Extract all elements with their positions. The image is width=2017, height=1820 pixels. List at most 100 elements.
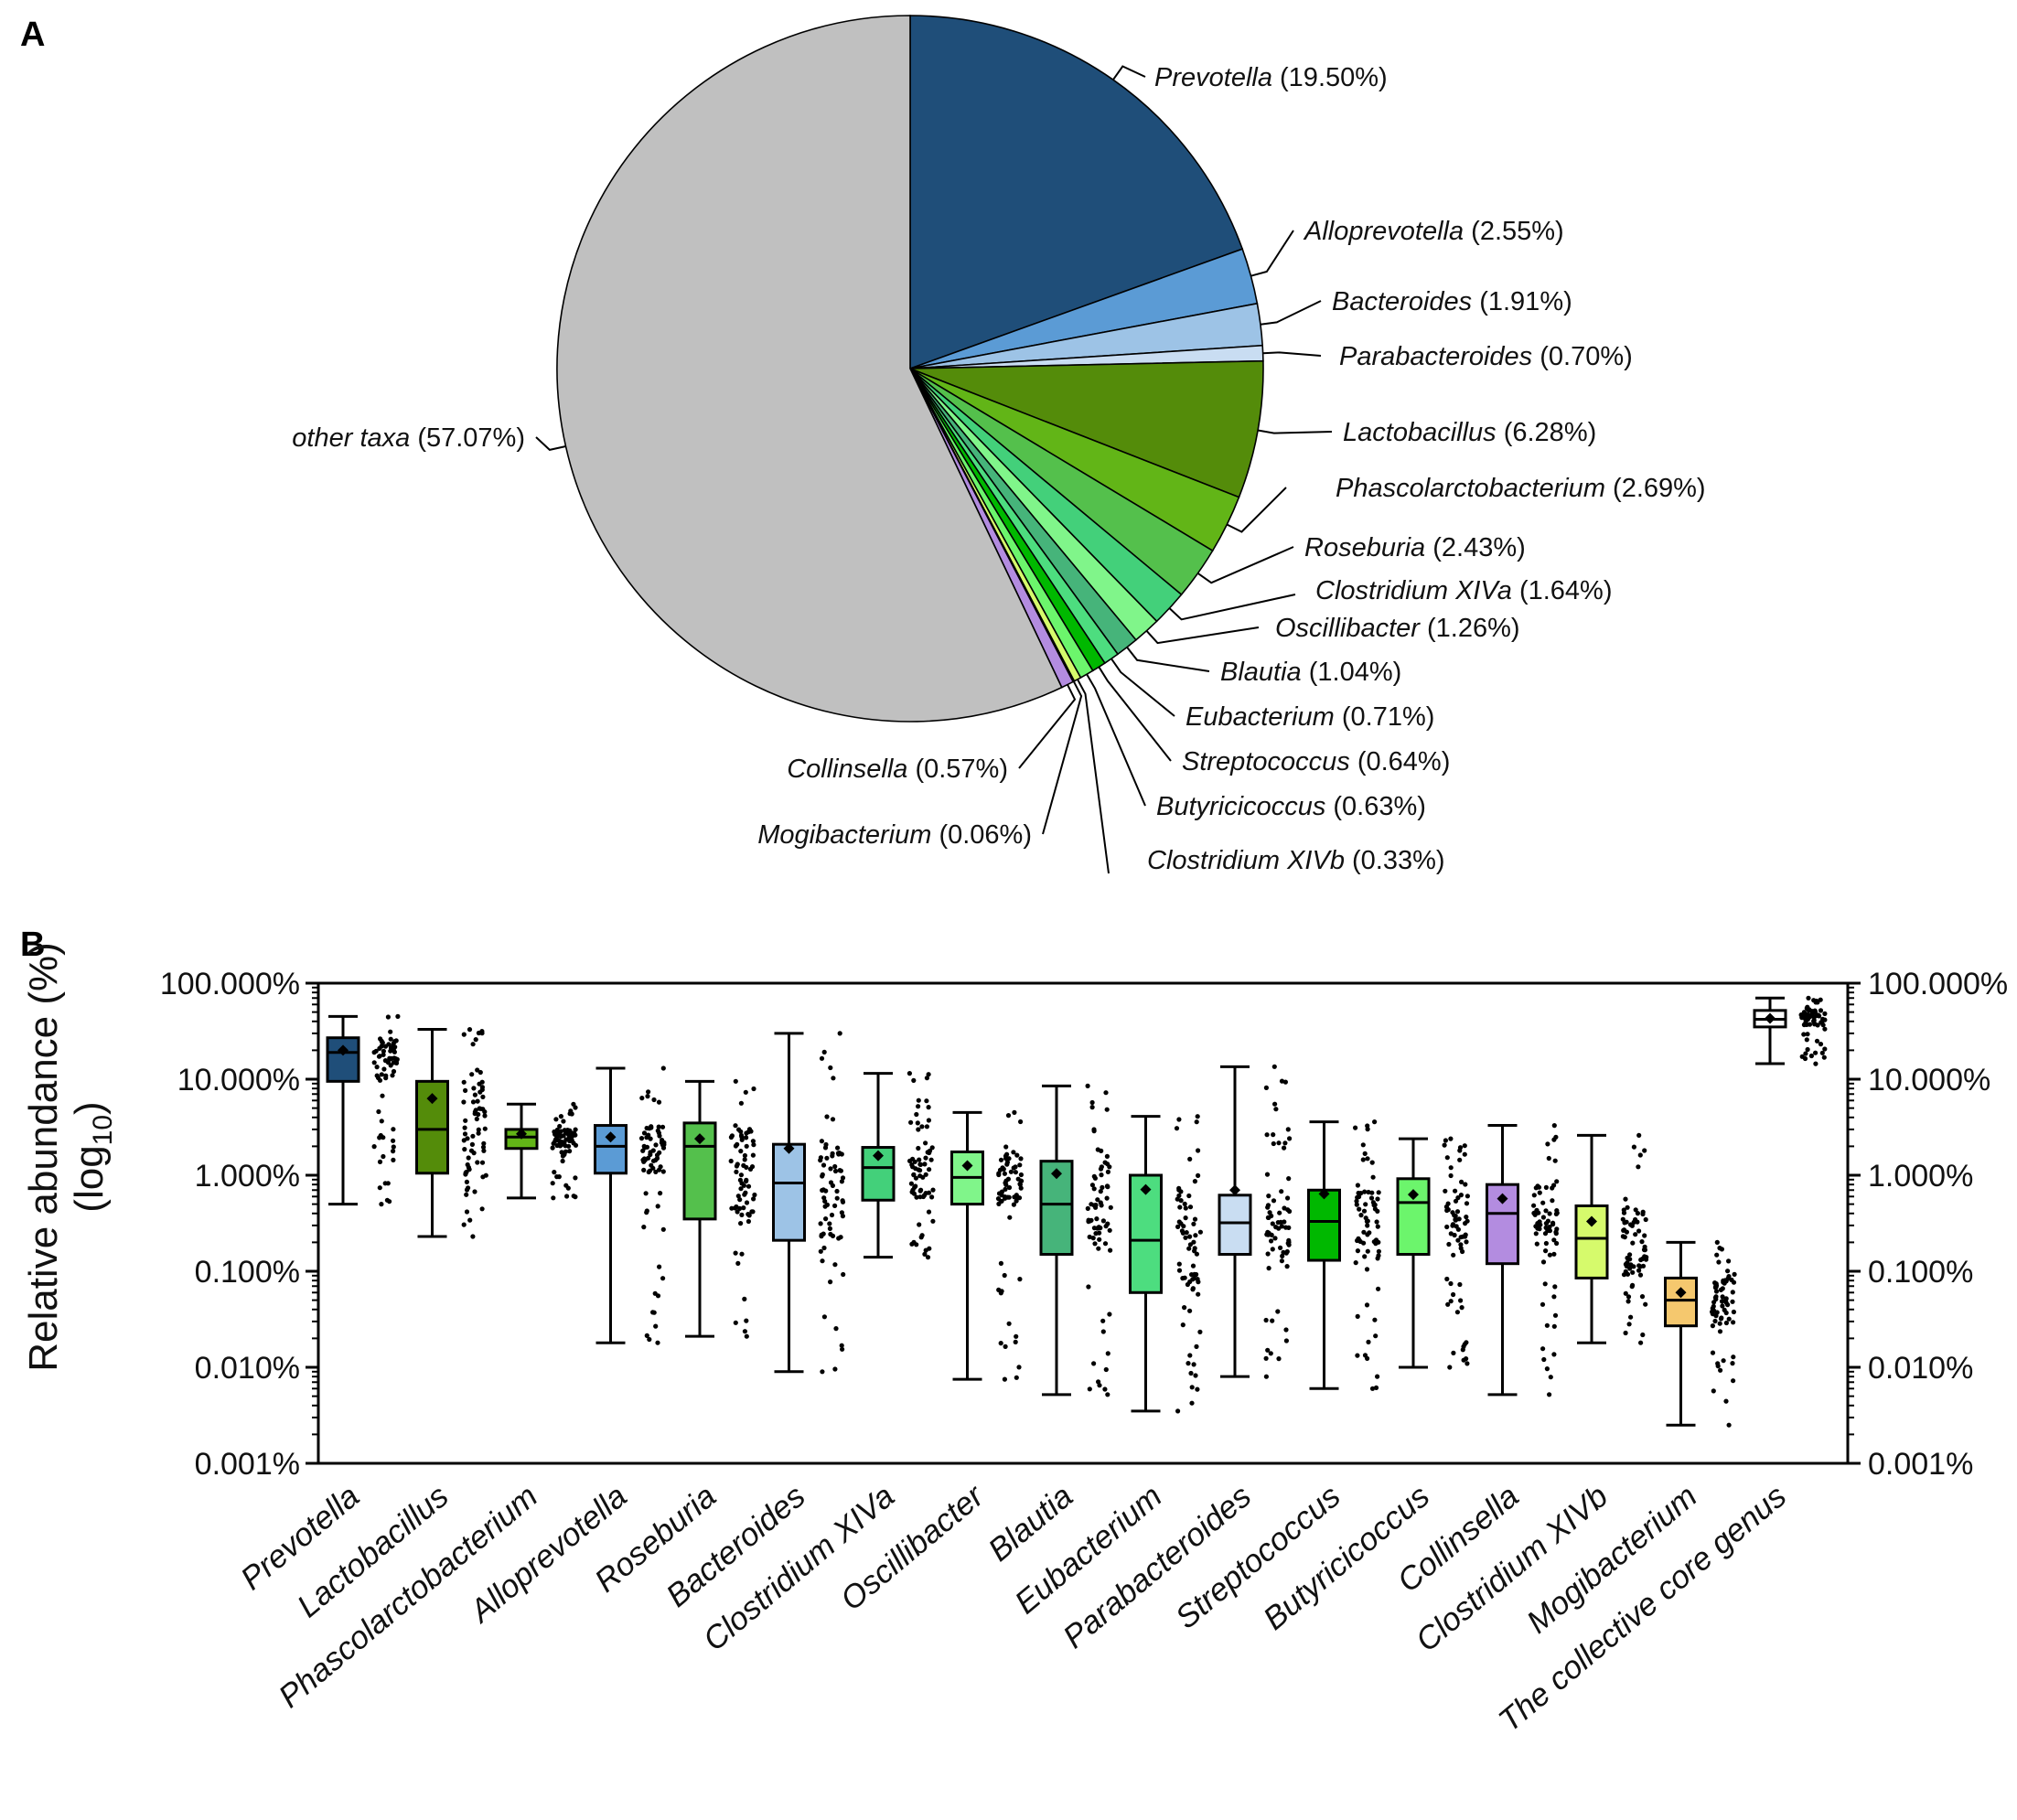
data-point <box>1002 1171 1007 1176</box>
data-point <box>1542 1281 1548 1287</box>
data-point <box>1444 1224 1450 1230</box>
data-point <box>827 1226 833 1231</box>
data-point <box>658 1191 663 1196</box>
data-point <box>907 1071 913 1076</box>
data-point <box>1004 1162 1010 1167</box>
data-point <box>1091 1186 1097 1192</box>
data-point <box>470 1234 476 1239</box>
data-point <box>738 1100 745 1106</box>
data-point <box>1097 1237 1102 1242</box>
data-point <box>1015 1176 1021 1182</box>
data-point <box>738 1221 744 1226</box>
data-point <box>472 1189 477 1194</box>
data-point <box>470 1133 476 1139</box>
data-point <box>554 1142 560 1149</box>
data-point <box>461 1138 467 1143</box>
data-point <box>1269 1238 1274 1244</box>
data-point <box>1085 1083 1090 1088</box>
data-point <box>393 1038 399 1044</box>
pie-label-taxon: Alloprevotella <box>1303 217 1464 246</box>
data-point <box>996 1287 1002 1292</box>
data-point <box>1099 1164 1104 1170</box>
data-point <box>1819 1050 1825 1055</box>
box-clostridium-xiva <box>861 1072 896 1259</box>
data-point <box>553 1117 559 1122</box>
data-point <box>1451 1291 1456 1298</box>
pie-label-percent: (2.55%) <box>1464 217 1564 246</box>
data-point <box>746 1212 751 1217</box>
pie-label-taxon: Oscillibacter <box>1275 614 1421 643</box>
box-mean-marker <box>516 1128 527 1140</box>
pie-label-taxon: Eubacterium <box>1186 702 1335 732</box>
data-point <box>840 1346 845 1352</box>
y-tick-label-left: 0.001% <box>195 1447 300 1482</box>
data-point <box>1090 1236 1096 1241</box>
data-point <box>380 1040 385 1045</box>
data-point <box>1630 1240 1636 1246</box>
data-point <box>1636 1164 1641 1170</box>
data-point <box>917 1168 923 1173</box>
data-point <box>1180 1276 1186 1281</box>
data-point <box>1633 1232 1638 1237</box>
pie-leader-line <box>535 436 566 451</box>
data-point <box>1279 1258 1284 1264</box>
data-point <box>1453 1198 1459 1204</box>
data-point <box>386 1042 392 1047</box>
data-point <box>1175 1224 1181 1229</box>
data-point <box>1006 1321 1012 1326</box>
box-iqr <box>594 1124 628 1175</box>
data-point <box>475 1160 480 1165</box>
data-point <box>374 1073 380 1078</box>
data-point <box>1822 1026 1828 1032</box>
data-point <box>1353 1260 1358 1266</box>
data-point <box>830 1117 836 1122</box>
data-point <box>1376 1190 1381 1195</box>
data-point <box>1095 1226 1100 1231</box>
data-point <box>1280 1253 1285 1258</box>
data-point <box>473 1037 478 1043</box>
pie-label-roseburia: Roseburia (2.43%) <box>1304 533 1526 562</box>
data-point <box>1450 1210 1455 1215</box>
pie-label-percent: (0.71%) <box>1335 702 1435 732</box>
data-point <box>1187 1234 1193 1239</box>
data-point <box>1719 1299 1725 1304</box>
data-point <box>557 1123 563 1129</box>
data-point <box>1263 1355 1269 1361</box>
data-point <box>1187 1156 1193 1162</box>
data-point <box>560 1158 565 1164</box>
pie-label-percent: (6.28%) <box>1497 418 1597 447</box>
panel-a-label: A <box>20 16 45 54</box>
data-point <box>391 1127 396 1132</box>
data-point <box>1818 997 1823 1002</box>
data-point <box>1278 1219 1283 1225</box>
data-point <box>1731 1320 1736 1325</box>
data-point <box>573 1132 578 1138</box>
data-point <box>1545 1141 1550 1147</box>
pie-label-percent: (0.06%) <box>931 820 1032 850</box>
data-point <box>1175 1408 1181 1414</box>
data-point <box>1002 1376 1007 1382</box>
data-point <box>1458 1235 1464 1240</box>
data-point <box>1187 1204 1194 1210</box>
data-point <box>383 1073 389 1078</box>
data-point <box>472 1092 478 1097</box>
data-point <box>1717 1329 1723 1334</box>
data-point <box>461 1222 467 1227</box>
data-point <box>913 1175 919 1181</box>
data-point <box>1455 1195 1461 1201</box>
data-point <box>461 1079 467 1085</box>
data-point <box>462 1125 467 1130</box>
data-point <box>1376 1239 1381 1245</box>
data-point <box>1281 1249 1286 1255</box>
data-point <box>1460 1248 1465 1255</box>
data-point <box>1012 1109 1017 1115</box>
data-point <box>371 1144 377 1150</box>
data-point <box>1726 1258 1732 1264</box>
data-point <box>644 1135 649 1140</box>
data-point <box>1091 1173 1097 1179</box>
data-point <box>1457 1157 1463 1162</box>
data-point <box>1730 1299 1735 1304</box>
data-point <box>653 1142 659 1148</box>
pie-label-butyricicoccus: Butyricicoccus (0.63%) <box>1156 792 1426 821</box>
data-point <box>1443 1138 1448 1143</box>
